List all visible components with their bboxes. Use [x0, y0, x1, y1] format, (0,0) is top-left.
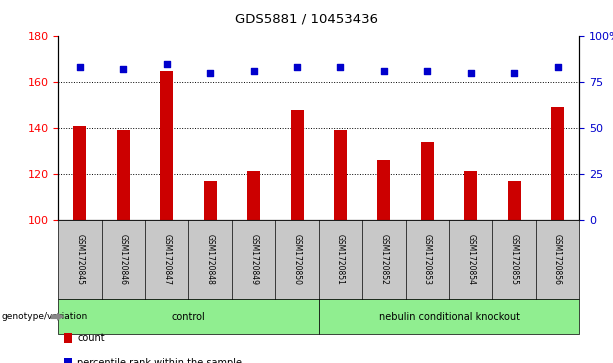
Point — [379, 68, 389, 74]
Text: GSM1720853: GSM1720853 — [423, 234, 432, 285]
Text: GSM1720850: GSM1720850 — [292, 234, 302, 285]
Text: control: control — [172, 312, 205, 322]
Text: GSM1720847: GSM1720847 — [162, 234, 171, 285]
Point — [422, 68, 432, 74]
Bar — [421, 142, 434, 220]
Bar — [551, 107, 564, 220]
Text: GSM1720855: GSM1720855 — [509, 234, 519, 285]
Bar — [247, 171, 260, 220]
Point — [292, 65, 302, 70]
Text: genotype/variation: genotype/variation — [1, 312, 88, 321]
Point — [75, 65, 85, 70]
Bar — [117, 130, 130, 220]
Text: GDS5881 / 10453436: GDS5881 / 10453436 — [235, 13, 378, 26]
Bar — [378, 160, 390, 220]
Point — [335, 65, 345, 70]
Text: GSM1720849: GSM1720849 — [249, 234, 258, 285]
Bar — [204, 181, 217, 220]
Text: percentile rank within the sample: percentile rank within the sample — [77, 358, 242, 363]
Bar — [334, 130, 347, 220]
Text: GSM1720846: GSM1720846 — [119, 234, 128, 285]
Text: GSM1720854: GSM1720854 — [466, 234, 475, 285]
Text: GSM1720856: GSM1720856 — [553, 234, 562, 285]
Point — [118, 66, 128, 72]
Point — [553, 65, 563, 70]
Point — [466, 70, 476, 76]
Point — [249, 68, 259, 74]
Point — [205, 70, 215, 76]
Text: GSM1720848: GSM1720848 — [206, 234, 215, 285]
Text: GSM1720845: GSM1720845 — [75, 234, 85, 285]
Text: count: count — [77, 333, 105, 343]
Point — [162, 61, 172, 67]
Bar — [291, 110, 303, 220]
Bar — [464, 171, 478, 220]
Bar — [74, 126, 86, 220]
Point — [509, 70, 519, 76]
Text: nebulin conditional knockout: nebulin conditional knockout — [378, 312, 520, 322]
Text: GSM1720851: GSM1720851 — [336, 234, 345, 285]
Text: GSM1720852: GSM1720852 — [379, 234, 389, 285]
Bar — [160, 71, 173, 220]
Bar — [508, 181, 520, 220]
